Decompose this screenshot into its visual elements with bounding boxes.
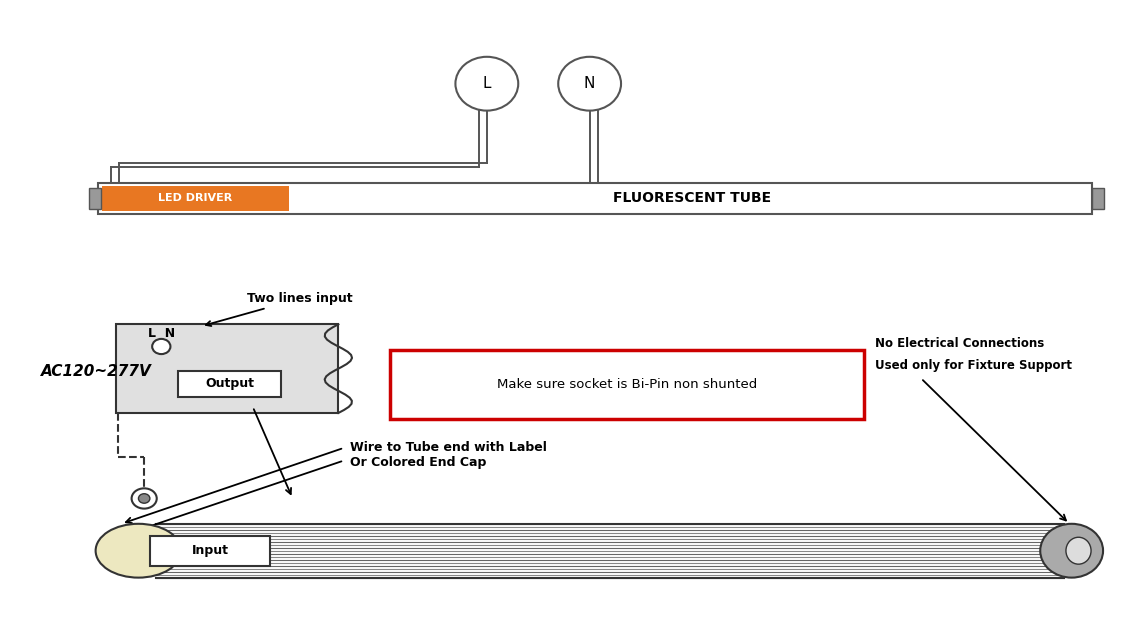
Text: Input: Input [192,544,229,557]
Text: L: L [482,76,491,91]
Text: Two lines input: Two lines input [206,292,353,326]
Ellipse shape [1041,524,1103,577]
Bar [179,371,282,397]
Ellipse shape [132,488,157,509]
Ellipse shape [152,339,171,354]
Text: N: N [584,76,595,91]
Text: Wire to Tube end with Label
Or Colored End Cap: Wire to Tube end with Label Or Colored E… [349,441,546,469]
Bar [116,324,338,413]
Text: LED DRIVER: LED DRIVER [158,193,232,204]
Bar [102,186,290,211]
Text: No Electrical Connections: No Electrical Connections [875,336,1044,350]
Bar [389,350,863,419]
Text: L  N: L N [148,328,175,340]
Text: Make sure socket is Bi-Pin non shunted: Make sure socket is Bi-Pin non shunted [497,378,757,391]
Text: FLUORESCENT TUBE: FLUORESCENT TUBE [614,191,772,205]
Ellipse shape [1066,537,1091,564]
Ellipse shape [559,57,621,111]
Text: Used only for Fixture Support: Used only for Fixture Support [875,359,1072,372]
Ellipse shape [139,494,150,503]
Bar [1092,188,1104,209]
Bar [89,188,101,209]
Ellipse shape [96,524,181,577]
Ellipse shape [456,57,519,111]
Bar [150,536,270,566]
Text: Output: Output [205,377,254,391]
Bar [98,183,1092,214]
Text: AC120~277V: AC120~277V [41,364,152,379]
